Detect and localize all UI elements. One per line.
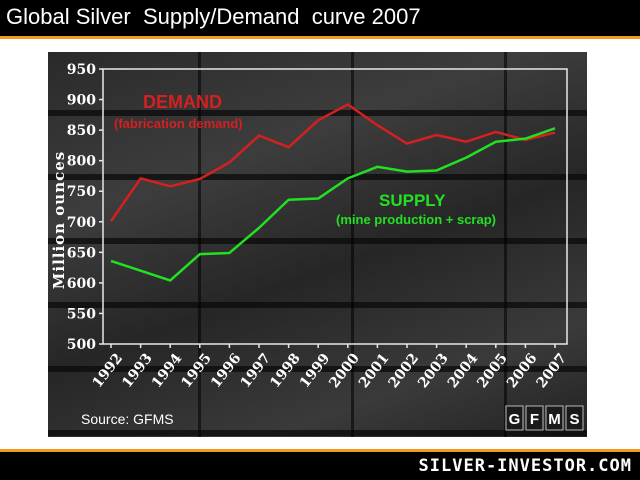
plot-frame [102,68,568,345]
logo-block [525,405,544,431]
x-tick-label: 1992 [90,351,127,392]
y-axis: 500 550 600 650 700 750 800 850 900 950 [67,62,103,353]
x-tick-label: 2000 [326,350,363,391]
y-tick-label: 750 [67,184,96,200]
logo-block [545,405,564,431]
title-bar: Global Silver Supply/Demand curve 2007 [0,0,640,36]
x-tick-label: 1993 [119,351,156,392]
x-axis: 1992199319941995199619971998199920002001… [90,344,571,392]
y-tick-label: 950 [67,62,96,78]
page-title: Global Silver Supply/Demand curve 2007 [6,4,421,29]
demand-sublabel: (fabrication demand) [114,116,243,131]
y-tick-label: 800 [67,154,96,170]
x-tick-label: 2006 [504,351,541,392]
logo-block [505,405,524,431]
chart-panel: 500 550 600 650 700 750 800 850 900 950 1992 1993 1… [48,52,587,437]
x-tick-label: 2007 [534,351,571,392]
y-tick-label: 900 [67,93,96,109]
x-tick-label: 2002 [386,351,423,392]
series-lines [109,103,556,282]
logo-letter: G [509,411,521,428]
footer-bar: SILVER-INVESTOR.COM [0,452,640,480]
x-tick-label: 1996 [208,351,245,392]
x-tick-label: 1997 [238,351,275,392]
x-tick-label: 2003 [415,351,452,392]
x-tick-label: 2005 [474,351,511,392]
y-tick-label: 600 [67,276,96,292]
supply-sublabel: (mine production + scrap) [336,212,496,227]
plot-border [102,68,568,345]
y-tick-label: 850 [67,123,96,139]
series-labels: DEMAND (fabrication demand) SUPPLY (mine pr… [114,92,496,227]
demand-line [109,103,556,222]
x-tick-label: 1998 [267,351,304,392]
supply-label: SUPPLY [379,191,446,210]
y-tick-label: 550 [67,306,96,322]
logo-letter: M [548,411,561,428]
y-tick-label: 650 [67,245,96,261]
logo-letter: F [530,411,539,428]
x-tick-label: 1999 [297,351,334,392]
x-tick-label: 1995 [178,351,215,392]
y-tick-label: 700 [67,215,96,231]
site-name: SILVER-INVESTOR.COM [418,456,632,476]
demand-label: DEMAND [143,92,222,112]
footer-divider [0,449,640,452]
logo-block [565,405,584,431]
supply-line [110,127,556,282]
x-tick-label: 2001 [356,351,393,392]
title-divider [0,36,640,39]
x-tick-label: 1994 [149,350,186,391]
source-note: Source: GFMS [81,411,174,427]
x-tick-label: 2004 [445,350,482,391]
y-tick-label: 500 [67,337,96,353]
y-axis-label: Million ounces [50,151,68,289]
logo-letter: S [569,411,579,428]
